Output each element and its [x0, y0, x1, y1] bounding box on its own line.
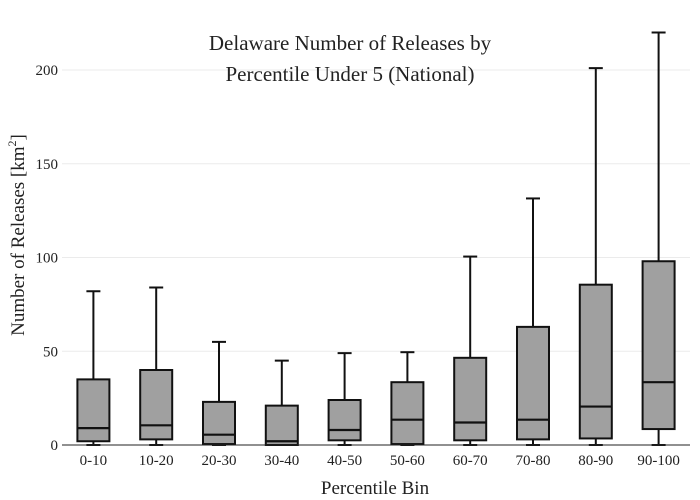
y-axis-title-superscript: 2 — [5, 140, 19, 146]
y-tick-label: 100 — [36, 251, 59, 267]
iqr-box — [453, 356, 488, 442]
x-tick-label: 0-10 — [80, 453, 108, 469]
box-70-80 — [516, 197, 550, 446]
box-40-50 — [327, 352, 362, 446]
y-tick-label: 150 — [36, 157, 59, 173]
y-axis-title-end: ] — [8, 134, 29, 140]
box-30-40 — [264, 359, 299, 446]
box-20-30 — [202, 340, 236, 446]
x-tick-label: 10-20 — [139, 453, 174, 469]
x-tick-label: 90-100 — [637, 453, 680, 469]
y-axis-title: Number of Releases [km2] — [5, 134, 29, 336]
box-60-70 — [453, 255, 488, 446]
x-tick-label: 20-30 — [202, 453, 237, 469]
box-80-90 — [578, 67, 613, 446]
iqr-box — [76, 378, 111, 443]
iqr-box — [327, 399, 362, 442]
box-0-10 — [76, 290, 111, 446]
x-tick-label: 70-80 — [516, 453, 551, 469]
x-tick-label: 40-50 — [327, 453, 362, 469]
iqr-box — [390, 381, 425, 446]
iqr-box — [641, 260, 676, 431]
box-10-20 — [139, 286, 174, 446]
y-tick-labels: 0 50 100 150 200 — [36, 63, 59, 454]
x-tick-label: 80-90 — [578, 453, 613, 469]
x-tick-labels: 0-10 10-20 20-30 30-40 40-50 50-60 60-70 70-80 8… — [80, 453, 680, 469]
y-tick-label: 200 — [36, 63, 59, 79]
y-tick-label: 0 — [51, 438, 59, 454]
box-90-100 — [641, 31, 676, 446]
box-50-60 — [390, 351, 425, 446]
x-tick-label: 60-70 — [453, 453, 488, 469]
y-axis-title-main: Number of Releases [km — [8, 146, 29, 336]
chart-title-line-2: Percentile Under 5 (National) — [226, 62, 475, 86]
x-tick-label: 30-40 — [264, 453, 299, 469]
y-tick-label: 50 — [43, 344, 58, 360]
iqr-box — [202, 400, 236, 446]
iqr-box — [264, 404, 299, 446]
x-tick-label: 50-60 — [390, 453, 425, 469]
x-axis-title: Percentile Bin — [321, 478, 430, 499]
boxes-layer — [76, 31, 676, 446]
iqr-box — [578, 283, 613, 440]
chart-title-line-1: Delaware Number of Releases by — [209, 31, 492, 55]
iqr-box — [516, 325, 550, 441]
iqr-box — [139, 369, 174, 441]
